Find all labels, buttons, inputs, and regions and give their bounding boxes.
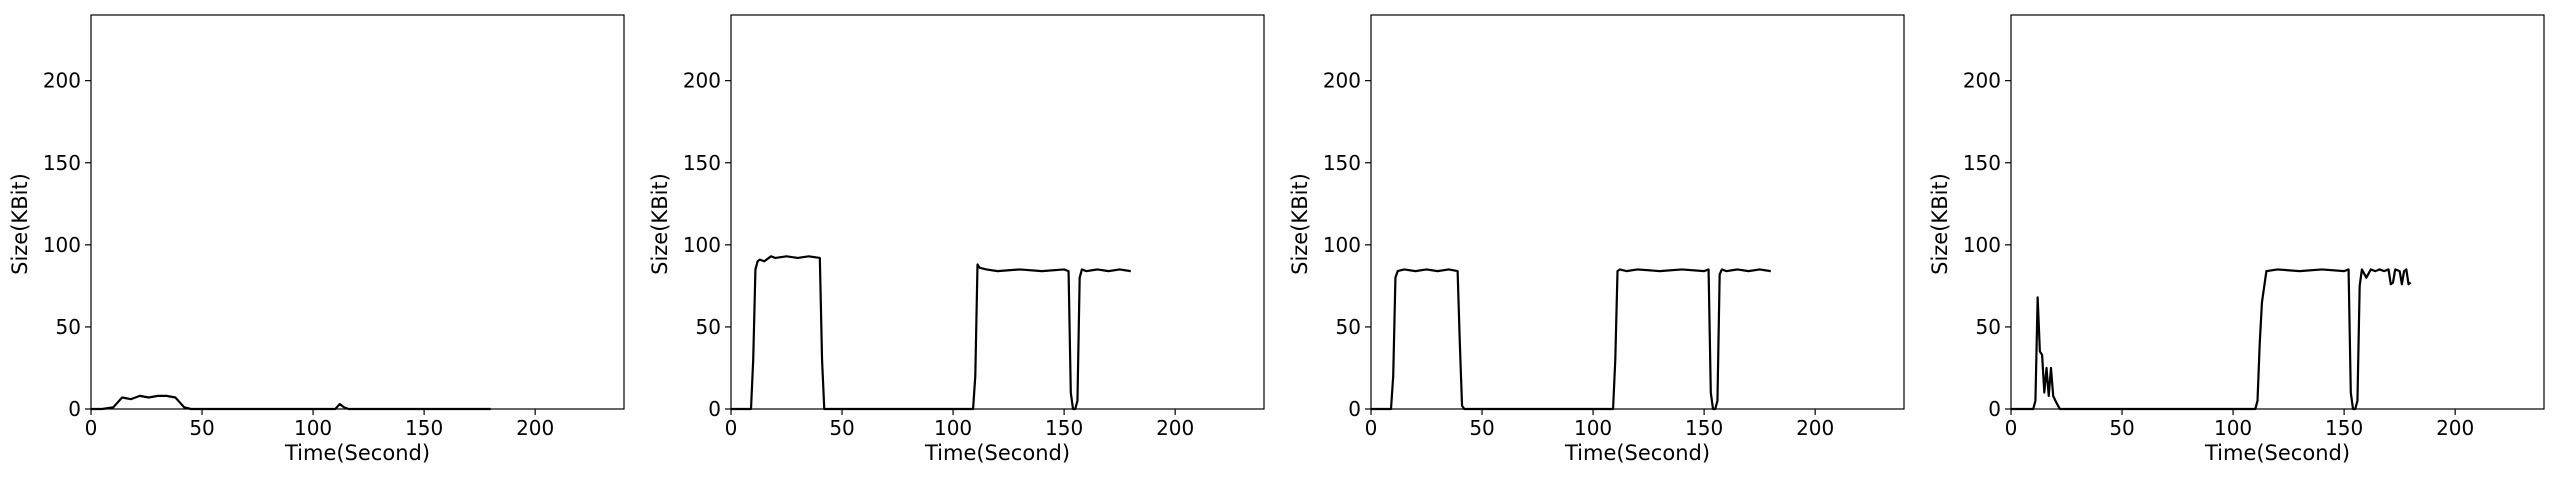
x-tick-label: 150 xyxy=(1045,416,1083,440)
x-tick-label: 0 xyxy=(85,416,98,440)
axes-frame xyxy=(2010,14,2545,410)
y-tick-label: 0 xyxy=(1348,397,1361,421)
x-tick-label: 50 xyxy=(1469,416,1494,440)
x-axis-label: Time(Second) xyxy=(284,441,430,465)
y-tick-label: 150 xyxy=(1323,151,1361,175)
y-tick-label: 150 xyxy=(683,151,721,175)
series-line-1 xyxy=(2011,268,2412,411)
y-tick-label: 0 xyxy=(68,397,81,421)
x-tick-label: 100 xyxy=(1574,416,1612,440)
x-tick-label: 0 xyxy=(1365,416,1378,440)
x-tick-label: 0 xyxy=(725,416,738,440)
x-axis-label: Time(Second) xyxy=(1564,441,1710,465)
x-tick-label: 0 xyxy=(2005,416,2018,440)
subplot-1: 0 50 100 150 200 0 50 100 150 200 Time(Second) Size… xyxy=(8,14,625,465)
x-tick-label: 200 xyxy=(1156,416,1194,440)
x-tick-label: 100 xyxy=(294,416,332,440)
x-tick-label: 200 xyxy=(2436,416,2474,440)
x-tick-label: 200 xyxy=(1796,416,1834,440)
x-tick-label: 150 xyxy=(405,416,443,440)
y-tick-label: 0 xyxy=(708,397,721,421)
y-axis-label: Size(KBit) xyxy=(1288,173,1312,275)
y-tick-label: 200 xyxy=(683,69,721,93)
y-tick-label: 200 xyxy=(1323,69,1361,93)
y-axis-label: Size(KBit) xyxy=(648,173,672,275)
y-axis-label: Size(KBit) xyxy=(1928,173,1952,275)
y-tick-label: 0 xyxy=(1988,397,2001,421)
x-tick-label: 100 xyxy=(934,416,972,440)
series-line-1 xyxy=(1371,268,1771,411)
subplot-2: 0 50 100 150 200 0 50 100 150 200 Time(Second) Size… xyxy=(648,14,1265,465)
axes-frame xyxy=(1370,14,1905,410)
series-line-1 xyxy=(731,255,1131,411)
x-tick-label: 50 xyxy=(2109,416,2134,440)
x-tick-label: 150 xyxy=(1685,416,1723,440)
subplot-3: 0 50 100 150 200 0 50 100 150 200 Time(Second) Size… xyxy=(1288,14,1905,465)
x-axis-label: Time(Second) xyxy=(2204,441,2350,465)
axes-frame xyxy=(90,14,625,410)
x-tick-label: 150 xyxy=(2325,416,2363,440)
y-tick-label: 100 xyxy=(683,233,721,257)
y-tick-label: 150 xyxy=(1963,151,2001,175)
y-tick-label: 100 xyxy=(1323,233,1361,257)
y-tick-label: 100 xyxy=(43,233,81,257)
x-tick-label: 50 xyxy=(189,416,214,440)
subplot-4: 0 50 100 150 200 0 50 100 150 200 Time(Second) Size… xyxy=(1928,14,2545,465)
y-tick-label: 200 xyxy=(43,69,81,93)
series-line-1 xyxy=(91,394,491,411)
x-tick-label: 200 xyxy=(516,416,554,440)
y-tick-label: 100 xyxy=(1963,233,2001,257)
y-tick-label: 50 xyxy=(1336,315,1361,339)
y-tick-label: 200 xyxy=(1963,69,2001,93)
x-axis-label: Time(Second) xyxy=(924,441,1070,465)
axes-frame xyxy=(730,14,1265,410)
y-tick-label: 150 xyxy=(43,151,81,175)
x-tick-label: 100 xyxy=(2214,416,2252,440)
y-axis-label: Size(KBit) xyxy=(8,173,32,275)
y-tick-label: 50 xyxy=(56,315,81,339)
x-tick-label: 50 xyxy=(829,416,854,440)
y-tick-label: 50 xyxy=(696,315,721,339)
y-tick-label: 50 xyxy=(1976,315,2001,339)
